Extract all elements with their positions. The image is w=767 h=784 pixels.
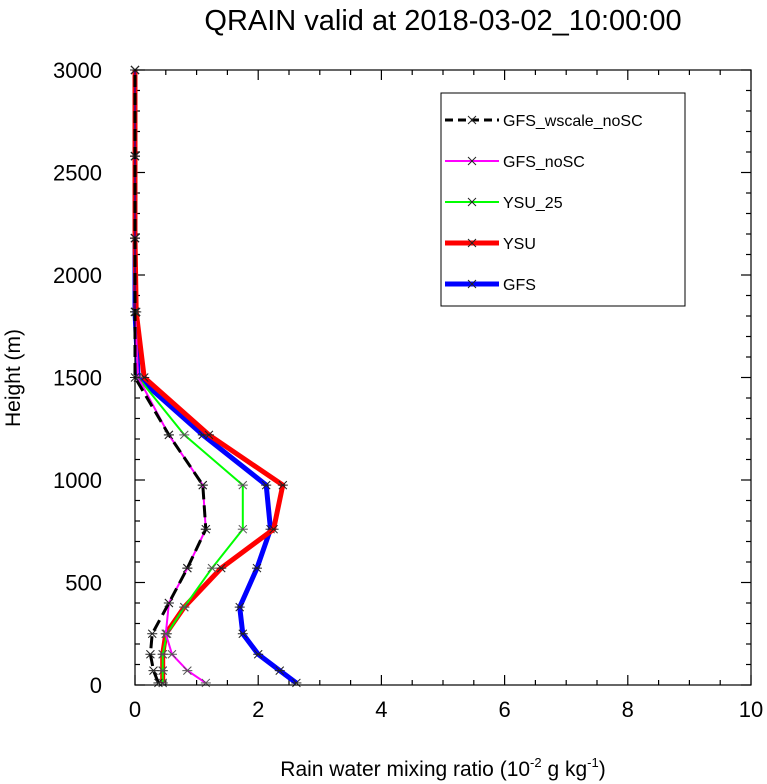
- data-point: [179, 602, 190, 612]
- series-ysu-25: [130, 65, 248, 688]
- data-point: [153, 678, 164, 688]
- x-tick-label: 10: [739, 697, 763, 722]
- series-gfs: [130, 65, 302, 688]
- data-point: [166, 649, 177, 659]
- data-point: [163, 430, 174, 440]
- legend-label: GFS: [503, 277, 536, 294]
- x-tick-label: 4: [375, 697, 387, 722]
- x-axis-label-main: Rain water mixing ratio (10: [280, 758, 530, 781]
- data-point: [200, 524, 211, 534]
- legend-label: YSU: [503, 236, 536, 253]
- data-point: [163, 598, 174, 608]
- x-tick-label: 8: [622, 697, 634, 722]
- data-point: [182, 563, 193, 573]
- data-point: [145, 649, 156, 659]
- y-tick-label: 2000: [53, 263, 102, 288]
- legend-label: GFS_noSC: [503, 154, 585, 171]
- data-point: [268, 524, 279, 534]
- data-point: [253, 649, 264, 659]
- legend-item: GFS: [445, 277, 536, 294]
- x-axis-label: Rain water mixing ratio (10-2 g kg-1): [280, 755, 605, 781]
- x-tick-label: 6: [498, 697, 510, 722]
- legend: GFS_wscale_noSC GFS_noSC YSU_25 YSU GFS: [440, 92, 686, 307]
- legend-box: [440, 92, 686, 307]
- data-point: [251, 563, 262, 573]
- series-line: [132, 70, 286, 683]
- axes: 0 2 4 6 8 10 0 500 1000 1500 2000 2500 3000: [53, 58, 763, 722]
- legend-item: YSU_25: [445, 195, 563, 212]
- series-layer: [130, 65, 302, 688]
- y-axis-label: Height (m): [2, 329, 25, 427]
- data-point: [148, 666, 159, 676]
- y-tick-label: 2500: [53, 161, 102, 186]
- legend-label: YSU_25: [503, 195, 563, 212]
- series-line: [133, 70, 208, 684]
- data-point: [197, 480, 208, 490]
- y-tick-label: 1500: [53, 366, 102, 391]
- plot-frame: [134, 69, 752, 686]
- legend-item: GFS_noSC: [445, 154, 585, 171]
- data-point: [237, 629, 248, 639]
- x-axis-label-mid: g kg: [542, 758, 588, 781]
- data-point: [237, 480, 248, 490]
- legend-item: YSU: [445, 236, 536, 253]
- data-point: [200, 678, 211, 688]
- x-axis-label-exp1: -2: [530, 755, 542, 770]
- series-ysu: [130, 65, 288, 688]
- legend-item: GFS_wscale_noSC: [445, 113, 643, 130]
- data-point: [182, 666, 193, 676]
- data-point: [147, 629, 158, 639]
- data-point: [157, 666, 168, 676]
- data-point: [277, 480, 288, 490]
- x-tick-label: 2: [252, 697, 264, 722]
- legend-label: GFS_wscale_noSC: [503, 113, 643, 130]
- data-point: [157, 649, 168, 659]
- x-tick-label: 0: [129, 697, 141, 722]
- data-point: [274, 666, 285, 676]
- data-point: [261, 480, 272, 490]
- data-point: [237, 524, 248, 534]
- data-point: [160, 629, 171, 639]
- x-axis-label-end: ): [599, 758, 606, 781]
- y-tick-label: 0: [90, 673, 102, 698]
- y-tick-label: 500: [65, 571, 102, 596]
- data-point: [291, 678, 302, 688]
- series-line: [134, 70, 244, 683]
- data-point: [234, 602, 245, 612]
- series-line: [132, 70, 298, 686]
- data-point: [207, 563, 217, 573]
- y-tick-label: 1000: [53, 468, 102, 493]
- chart-title: QRAIN valid at 2018-03-02_10:00:00: [204, 5, 681, 37]
- data-point: [216, 563, 227, 573]
- series-gfs-wscale-nosc: [130, 65, 211, 688]
- y-tick-label: 3000: [53, 58, 102, 83]
- data-point: [203, 430, 214, 440]
- data-point: [179, 430, 190, 440]
- x-axis-label-exp2: -1: [587, 755, 599, 770]
